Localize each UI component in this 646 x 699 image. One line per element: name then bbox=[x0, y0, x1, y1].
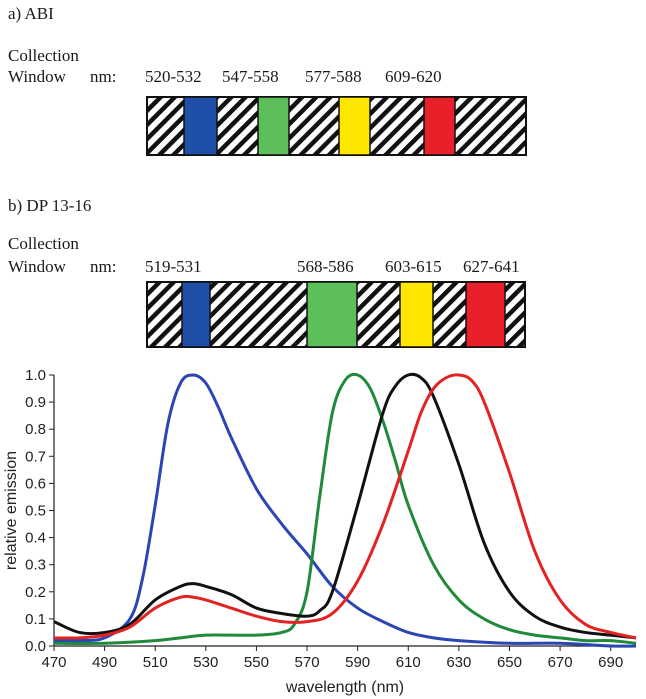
x-tick-label: 610 bbox=[396, 654, 421, 671]
panel-a-range-1: 520-532 bbox=[145, 67, 202, 86]
x-tick-label: 650 bbox=[497, 654, 522, 671]
panel-b-title: b) DP 13-16 bbox=[8, 196, 92, 215]
x-tick-label: 690 bbox=[598, 654, 623, 671]
y-tick-label: 0.7 bbox=[25, 448, 46, 465]
y-tick-label: 0.5 bbox=[25, 503, 46, 520]
emission-series-line-3 bbox=[53, 372, 637, 640]
panel-a-window-3 bbox=[338, 96, 371, 156]
panel-a-unit-label: nm: bbox=[90, 67, 117, 86]
panel-a-window-4 bbox=[423, 96, 456, 156]
panel-b-window-3 bbox=[399, 281, 434, 348]
panel-b-collection-label: Collection bbox=[8, 234, 79, 253]
series-layer bbox=[53, 372, 637, 648]
panel-b-window-1 bbox=[181, 281, 211, 348]
emission-plot: 0.0 0.1 0.2 0.3 0.4 0.5 0.6 0.7 0.8 0.9 1.0 470 490… bbox=[3, 367, 637, 696]
panel-b-window-2 bbox=[306, 281, 358, 348]
x-ticks: 470 490 510 530 550 570 590 610 630 650 670 690 bbox=[41, 646, 623, 671]
y-tick-label: 0.0 bbox=[25, 638, 46, 655]
y-tick-label: 1.0 bbox=[25, 367, 46, 384]
y-tick-label: 0.4 bbox=[25, 530, 46, 547]
panel-a-range-3: 577-588 bbox=[305, 67, 362, 86]
y-tick-label: 0.3 bbox=[25, 557, 46, 574]
emission-series-line-2 bbox=[53, 372, 637, 645]
panel-a-window-bar bbox=[146, 96, 527, 156]
panel-a-collection-label: Collection bbox=[8, 46, 79, 65]
emission-series-line-1 bbox=[53, 373, 637, 648]
panel-a-range-2: 547-558 bbox=[222, 67, 279, 86]
panel-b-window-bar bbox=[146, 281, 526, 348]
panel-b-range-2: 568-586 bbox=[297, 257, 354, 276]
x-tick-label: 670 bbox=[548, 654, 573, 671]
panel-b-window-4 bbox=[465, 281, 506, 348]
panel-b-range-4: 627-641 bbox=[463, 257, 520, 276]
y-tick-label: 0.6 bbox=[25, 475, 46, 492]
panel-a-window-1 bbox=[183, 96, 218, 156]
y-ticks: 0.0 0.1 0.2 0.3 0.4 0.5 0.6 0.7 0.8 0.9 1.0 bbox=[25, 367, 54, 655]
x-tick-label: 510 bbox=[143, 654, 168, 671]
panel-a-window-2 bbox=[257, 96, 290, 156]
x-tick-label: 630 bbox=[446, 654, 471, 671]
x-tick-label: 570 bbox=[295, 654, 320, 671]
panel-a-title: a) ABI bbox=[8, 4, 54, 23]
panel-b-range-3: 603-615 bbox=[385, 257, 442, 276]
panel-a-range-4: 609-620 bbox=[385, 67, 442, 86]
panel-b-unit-label: nm: bbox=[90, 257, 117, 276]
y-tick-label: 0.1 bbox=[25, 611, 46, 628]
panel-a-window-label: Window bbox=[8, 67, 66, 86]
x-tick-label: 490 bbox=[92, 654, 117, 671]
y-tick-label: 0.8 bbox=[25, 421, 46, 438]
panel-b-range-1: 519-531 bbox=[145, 257, 202, 276]
x-tick-label: 530 bbox=[193, 654, 218, 671]
emission-series-line-4 bbox=[53, 373, 637, 640]
x-axis-title: wavelength (nm) bbox=[285, 679, 404, 696]
y-tick-label: 0.9 bbox=[25, 394, 46, 411]
y-axis-title: relative emission bbox=[3, 451, 20, 570]
y-tick-label: 0.2 bbox=[25, 584, 46, 601]
x-tick-label: 550 bbox=[244, 654, 269, 671]
x-tick-label: 590 bbox=[345, 654, 370, 671]
panel-b-window-label: Window bbox=[8, 257, 66, 276]
x-tick-label: 470 bbox=[41, 654, 66, 671]
